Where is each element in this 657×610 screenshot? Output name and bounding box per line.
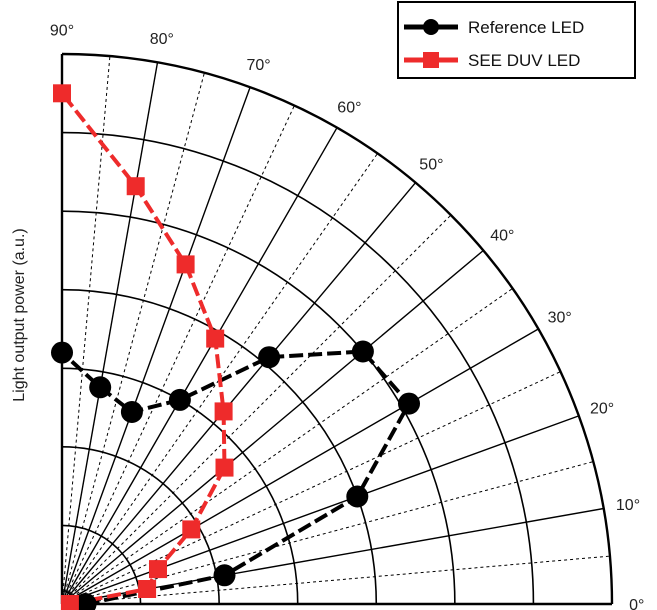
angle-tick-label-70: 70° <box>246 57 270 74</box>
series-lines <box>60 92 411 606</box>
angle-tick-label-80: 80° <box>150 31 174 48</box>
marker-reference-led-0 <box>74 593 97 610</box>
legend-marker-reference <box>423 19 439 35</box>
marker-see-duv-led-70 <box>176 255 195 274</box>
angle-tick-label-20: 20° <box>590 400 614 417</box>
legend-label-reference: Reference LED <box>468 18 584 37</box>
marker-reference-led-40 <box>351 340 374 363</box>
marker-reference-led-60 <box>168 388 191 411</box>
marker-see-duv-led-30 <box>182 520 201 539</box>
marker-see-duv-led-50 <box>214 402 233 421</box>
angle-gridline-40 <box>61 249 484 605</box>
radial-gridline-5 <box>61 210 456 605</box>
angle-gridline-60 <box>61 127 338 605</box>
series-markers <box>51 84 420 610</box>
marker-reference-led-20 <box>346 485 369 508</box>
angle-gridline-35 <box>61 288 513 605</box>
angle-tick-label-50: 50° <box>419 157 443 174</box>
radial-gridline-6 <box>61 131 535 605</box>
marker-reference-led-90 <box>51 341 73 364</box>
radial-gridline-4 <box>61 288 378 605</box>
marker-see-duv-led-60 <box>206 329 225 348</box>
radial-gridline-3 <box>61 367 299 605</box>
angle-gridline-25 <box>61 371 561 605</box>
legend-label-see-duv: SEE DUV LED <box>468 51 580 70</box>
angle-tick-label-60: 60° <box>337 99 361 116</box>
radial-gridline-7 <box>61 52 614 605</box>
marker-reference-led-50 <box>258 346 281 369</box>
angle-gridline-75 <box>61 72 205 605</box>
angle-tick-label-30: 30° <box>548 310 572 327</box>
angle-gridline-80 <box>61 62 159 605</box>
angle-gridline-70 <box>61 86 251 605</box>
marker-reference-led-70 <box>120 401 143 423</box>
y-axis-label: Light output power (a.u.) <box>11 228 28 401</box>
angle-tick-label-90: 90° <box>50 22 74 39</box>
marker-reference-led-10 <box>213 564 236 587</box>
angle-gridline-20 <box>61 415 580 605</box>
angle-gridline-50 <box>61 182 417 605</box>
marker-see-duv-led-20 <box>149 560 167 579</box>
marker-reference-led-80 <box>89 376 112 399</box>
angle-gridline-85 <box>61 56 111 605</box>
angle-tick-label-0: 0° <box>629 597 644 610</box>
angle-gridline-45 <box>61 214 452 605</box>
marker-reference-led-30 <box>398 392 420 415</box>
marker-see-duv-led-80 <box>126 177 145 196</box>
marker-see-duv-led-10 <box>138 580 157 598</box>
series-line-reference-led <box>60 349 411 606</box>
marker-see-duv-led-0 <box>60 595 79 610</box>
legend: Reference LED SEE DUV LED <box>397 1 636 79</box>
marker-see-duv-led-40 <box>215 458 234 477</box>
axes <box>60 54 612 606</box>
series-line-see-duv-led <box>60 92 227 606</box>
marker-see-duv-led-90 <box>53 84 71 103</box>
angle-tick-labels: 0° 10° 20° 30° 40° 50° 60° 70° 80° 90° <box>50 22 645 610</box>
angle-tick-label-10: 10° <box>616 497 640 514</box>
legend-marker-see-duv <box>423 52 439 68</box>
angle-gridline-55 <box>61 153 378 605</box>
angle-tick-label-40: 40° <box>490 228 514 245</box>
angular-grid <box>61 54 612 605</box>
angle-gridline-65 <box>61 105 295 605</box>
angle-gridline-30 <box>61 328 539 605</box>
